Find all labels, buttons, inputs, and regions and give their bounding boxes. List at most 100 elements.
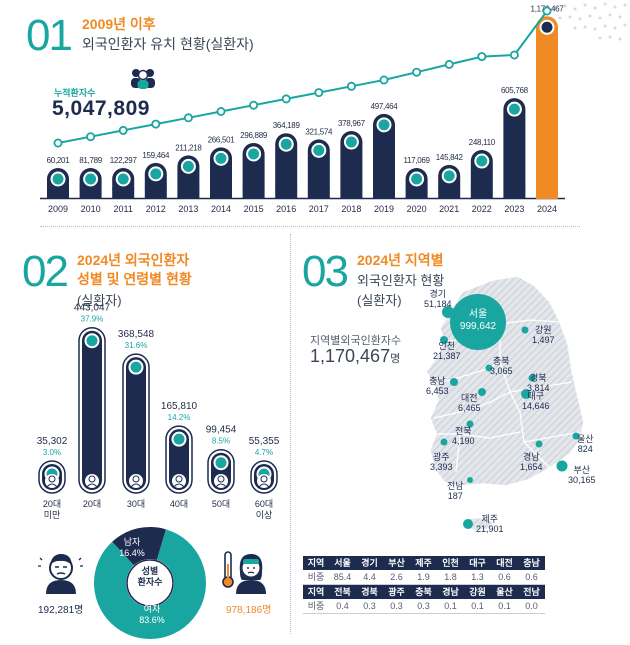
table-cell: 서울: [329, 556, 356, 570]
data-label: 211,218: [175, 143, 202, 152]
bar-base: [79, 188, 102, 199]
age-icon-body: [46, 483, 58, 488]
data-label: 321,574: [305, 127, 333, 136]
bar-marker: [343, 134, 359, 150]
tick-label: 2011: [114, 204, 133, 214]
map-label-ulsan: 울산 824: [577, 434, 594, 454]
tick-label: 2018: [341, 204, 361, 214]
bar-marker: [539, 19, 555, 35]
cumulative-value: 5,047,809: [52, 97, 150, 120]
gender-donut-chart: [94, 527, 206, 639]
trend-point: [314, 88, 324, 98]
bar-base: [438, 188, 461, 199]
data-label: 117,069: [403, 156, 430, 165]
percent-label: 4.7%: [255, 448, 273, 457]
data-label: 122,297: [110, 156, 138, 165]
data-label: 81,789: [79, 156, 103, 165]
table-cell: 비중: [303, 599, 329, 614]
table-cell: 경남: [437, 584, 464, 599]
table-cell: 지역: [303, 584, 329, 599]
trend-point: [86, 132, 96, 142]
age-icon-bg: [45, 474, 59, 488]
table-cell: 울산: [491, 584, 518, 599]
tick-label: 30대: [127, 499, 145, 509]
korea-map: [425, 275, 585, 531]
map-label-jeju: 제주 21,901: [476, 514, 504, 534]
map-label-chungnam: 충남 6,453: [426, 376, 449, 396]
table-cell: 0.1: [491, 599, 518, 614]
trend-point: [183, 113, 193, 123]
bar-marker: [441, 168, 457, 184]
bar-base: [536, 188, 558, 199]
table-cell: 전북: [329, 584, 356, 599]
section2-title-line1: 2024년 외국인환자: [77, 252, 190, 268]
table-cell: 대구: [464, 556, 491, 570]
tick-label: 2010: [81, 204, 101, 214]
trend-point: [216, 107, 226, 117]
tick-label: 2014: [211, 204, 231, 214]
tick-label: 60대: [255, 499, 273, 509]
age-icon-bg: [85, 474, 99, 488]
bar-base: [275, 188, 298, 199]
bar-marker: [474, 153, 490, 169]
region-share-table: 지역 서울 경기 부산 제주 인천 대구 대전 충남 비중 85.4 4.4 2.6 1.9 1.8 1.3…: [303, 556, 545, 614]
tick-label: 2023: [504, 204, 524, 214]
bar-marker: [376, 117, 392, 133]
bar-base: [340, 188, 363, 199]
map-label-daegu: 대구 14,646: [522, 391, 550, 411]
tick-label: 2020: [407, 204, 427, 214]
region-total-label: 지역별외국인환자수: [310, 335, 402, 347]
table-cell: 인천: [437, 556, 464, 570]
age-icon-body: [130, 483, 142, 488]
table-cell: 1.9: [410, 570, 437, 585]
section1-title: 2009년 이후: [82, 16, 156, 32]
table-cell: 0.3: [410, 599, 437, 614]
table-cell: 부산: [383, 556, 410, 570]
age-icon-head: [132, 475, 140, 483]
tick-label: 2016: [276, 204, 296, 214]
region-total: 1,170,467명: [310, 346, 400, 367]
section1-subtitle: 외국인환자 유치 현황(실환자): [82, 36, 254, 52]
age-icon-head: [88, 475, 96, 483]
bar-base: [470, 188, 493, 199]
bar-marker: [128, 359, 144, 375]
donut-center-line1: 성별: [141, 566, 159, 576]
section2-title-line2: 성별 및 연령별 현황: [77, 271, 192, 287]
data-label: 497,464: [371, 102, 399, 111]
female-count: 978,186명: [226, 605, 272, 616]
bar-marker: [506, 101, 522, 117]
table-cell: 광주: [383, 584, 410, 599]
table-cell: 0.3: [356, 599, 383, 614]
trend-point: [249, 100, 259, 110]
age-icon-head: [260, 475, 268, 483]
trend-point: [53, 138, 63, 148]
trend-point: [444, 59, 454, 69]
table-cell: 0.0: [518, 599, 545, 614]
table-cell: 0.1: [437, 599, 464, 614]
tick-label: 50대: [212, 499, 230, 509]
table-cell: 경북: [356, 584, 383, 599]
female-label: 여자 83.6%: [132, 604, 172, 626]
section2-number: 02: [22, 247, 69, 296]
bar-marker: [213, 455, 229, 471]
table-cell: 4.4: [356, 570, 383, 585]
table-cell: 0.3: [383, 599, 410, 614]
table-cell: 경기: [356, 556, 383, 570]
bar-base: [503, 188, 526, 199]
table-row: 지역 전북 경북 광주 충북 경남 강원 울산 전남: [303, 584, 545, 599]
map-label-gyeongbuk: 경북 3,814: [527, 373, 550, 393]
tick-label: 40대: [170, 499, 188, 509]
percent-label: 3.0%: [43, 448, 61, 457]
donut-center-label: 성별 환자수: [133, 566, 167, 588]
percent-label: 8.5%: [212, 437, 230, 446]
table-cell: 2.6: [383, 570, 410, 585]
map-label-jeonbuk: 전북 4,190: [452, 426, 475, 446]
trend-point: [118, 125, 128, 135]
bar: [503, 98, 526, 199]
bar: [373, 113, 395, 199]
percent-label: 14.2%: [168, 413, 191, 422]
bar-base: [47, 188, 69, 199]
trend-point: [281, 94, 291, 104]
map-label-incheon: 인천 21,387: [433, 341, 461, 361]
age-icon-body: [173, 483, 185, 488]
